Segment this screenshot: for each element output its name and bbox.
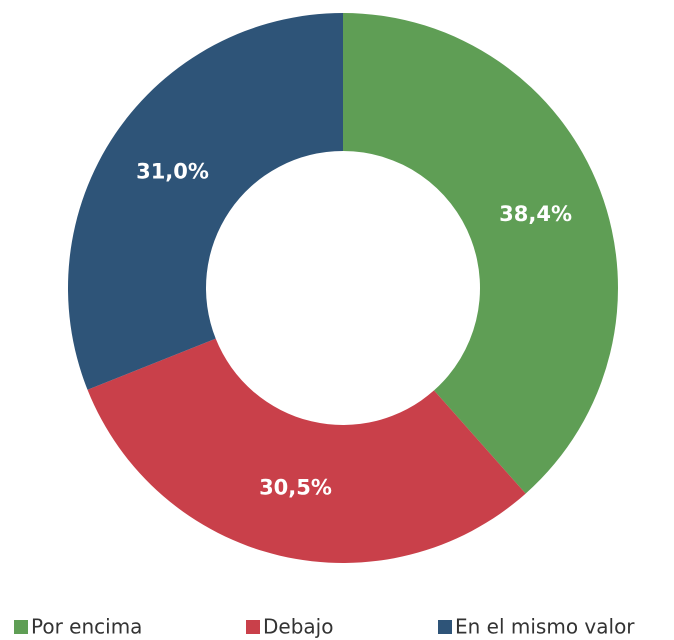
value-label: 38,4% [499,202,572,226]
legend-swatch [14,620,28,634]
legend-label: Por encima [31,615,142,639]
legend-label: Debajo [263,615,333,639]
donut-slice [67,13,343,390]
donut-slice [343,13,618,494]
value-label: 31,0% [136,159,209,183]
legend-swatch [246,620,260,634]
donut-slice [87,338,526,563]
legend-swatch [438,620,452,634]
value-label: 30,5% [259,475,332,499]
legend-label: En el mismo valor [455,615,635,639]
